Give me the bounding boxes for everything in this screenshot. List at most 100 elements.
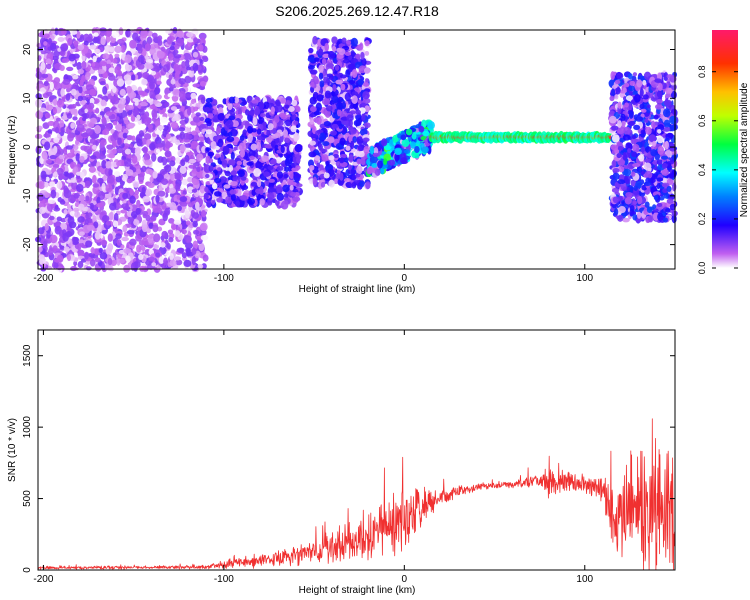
spectrogram-cell bbox=[328, 155, 335, 161]
spectrogram-cell bbox=[355, 173, 361, 178]
spectrogram-cell bbox=[154, 249, 161, 255]
spectrogram-cell bbox=[107, 243, 114, 252]
spectrogram-cell bbox=[115, 116, 120, 122]
spectrogram-cell bbox=[310, 106, 317, 113]
spectrogram-cell bbox=[322, 141, 330, 147]
spectrogram-cell bbox=[73, 260, 78, 267]
spectrogram-cell bbox=[411, 132, 417, 140]
spectrogram-cell bbox=[89, 44, 97, 50]
spectrogram-cell bbox=[173, 63, 179, 72]
spectrogram-cell bbox=[136, 199, 141, 208]
spectrogram-cell bbox=[162, 212, 168, 222]
spectrogram-cell bbox=[81, 116, 87, 122]
spectrogram-cell bbox=[116, 38, 125, 45]
spectrogram-cell bbox=[84, 218, 89, 226]
spectrogram-cell bbox=[67, 37, 73, 46]
spectrogram-cell bbox=[364, 78, 369, 84]
spectrogram-cell bbox=[340, 83, 346, 91]
spectrogram-cell bbox=[94, 231, 101, 240]
spectrogram-cell bbox=[168, 173, 175, 182]
spectrogram-cell bbox=[266, 129, 271, 137]
spectrogram-cell bbox=[258, 101, 265, 110]
spectrogram-cell bbox=[155, 94, 162, 100]
spectrogram-cell bbox=[275, 103, 283, 113]
spectrogram-cell bbox=[40, 170, 47, 179]
spectrogram-cell bbox=[331, 123, 339, 129]
spectrogram-cell bbox=[120, 244, 125, 249]
spectrogram-cell bbox=[206, 200, 212, 208]
spectrogram-cell bbox=[123, 116, 129, 125]
spectrogram-cell bbox=[119, 97, 126, 105]
spectrogram-cell bbox=[307, 56, 316, 63]
spectrogram-cell bbox=[199, 44, 204, 51]
spectrogram-cell bbox=[223, 132, 230, 137]
spectrogram-cell bbox=[270, 159, 276, 165]
spectrogram-cell bbox=[240, 176, 247, 181]
spectrogram-cell bbox=[148, 222, 154, 229]
spectrogram-cell bbox=[318, 143, 323, 151]
spectrogram-cell bbox=[109, 211, 114, 221]
spectrogram-cell bbox=[108, 67, 115, 74]
spectrogram-cell bbox=[148, 256, 155, 262]
spectrogram-cell bbox=[160, 242, 166, 248]
spectrogram-cell bbox=[267, 192, 275, 201]
spectrogram-cell bbox=[284, 137, 291, 143]
spectrogram-cell bbox=[149, 142, 156, 151]
spectrogram-cell bbox=[188, 158, 197, 164]
spectrogram-cell bbox=[137, 173, 145, 183]
spectrogram-cell bbox=[418, 125, 425, 133]
spectrogram-cell bbox=[187, 107, 192, 116]
spectrogram-cell bbox=[181, 178, 188, 186]
spectrogram-cell bbox=[134, 147, 141, 156]
spectrogram-cell bbox=[70, 148, 75, 154]
spectrogram-cell bbox=[44, 112, 51, 119]
spectrogram-cell bbox=[279, 97, 287, 104]
spectrogram-cell bbox=[348, 154, 354, 163]
spectrogram-cell bbox=[247, 95, 253, 102]
spectrogram-cell bbox=[309, 117, 315, 125]
spectrogram-cell bbox=[66, 66, 74, 72]
spectrogram-cell bbox=[41, 151, 48, 160]
spectrogram-cell bbox=[168, 53, 174, 61]
spectrogram-cell bbox=[46, 229, 51, 239]
spectrogram-cell bbox=[180, 220, 188, 230]
spectrogram-cell bbox=[92, 215, 97, 224]
spectrogram-cell bbox=[152, 171, 158, 179]
spectrogram-cell bbox=[263, 171, 270, 178]
spectrogram-cell bbox=[247, 133, 253, 143]
spectrogram-cell bbox=[270, 106, 275, 115]
spectrogram-cell bbox=[360, 156, 367, 166]
spectrogram-cell bbox=[100, 239, 108, 246]
spectrogram-cell bbox=[94, 125, 102, 134]
spectrogram-cell bbox=[66, 112, 73, 119]
spectrogram-cell bbox=[63, 246, 70, 252]
spectrogram-cell bbox=[198, 242, 205, 252]
spectrogram-cell bbox=[152, 99, 159, 105]
spectrogram-cell bbox=[215, 153, 221, 158]
spectrogram-cell bbox=[53, 171, 58, 178]
spectrogram-cell bbox=[400, 134, 407, 141]
spectrogram-cell bbox=[157, 190, 166, 197]
spectrogram-cell bbox=[381, 138, 388, 147]
spectrogram-cell bbox=[116, 256, 121, 266]
spectrogram-cell bbox=[339, 74, 347, 79]
spectrogram-cell bbox=[35, 98, 43, 108]
spectrogram-cell bbox=[102, 214, 110, 223]
spectrogram-cell bbox=[128, 91, 137, 99]
spectrogram-cell bbox=[191, 212, 200, 219]
spectrogram-cell bbox=[103, 133, 110, 140]
spectrogram-cell bbox=[56, 99, 65, 108]
spectrogram-cell bbox=[259, 198, 265, 206]
spectrogram-cell bbox=[290, 125, 297, 133]
spectrogram-cell bbox=[142, 195, 151, 203]
spectrogram-cell bbox=[357, 78, 364, 86]
spectrogram-cell bbox=[100, 36, 106, 46]
spectrogram-cell bbox=[117, 137, 122, 146]
spectrogram-cell bbox=[355, 53, 361, 60]
spectrogram-cell bbox=[363, 145, 370, 155]
spectrogram-cell bbox=[56, 216, 63, 222]
spectrogram-cell bbox=[158, 184, 163, 193]
spectrogram-cell bbox=[346, 114, 354, 122]
spectrogram-cell bbox=[200, 234, 209, 241]
spectrogram-cell bbox=[260, 165, 265, 171]
